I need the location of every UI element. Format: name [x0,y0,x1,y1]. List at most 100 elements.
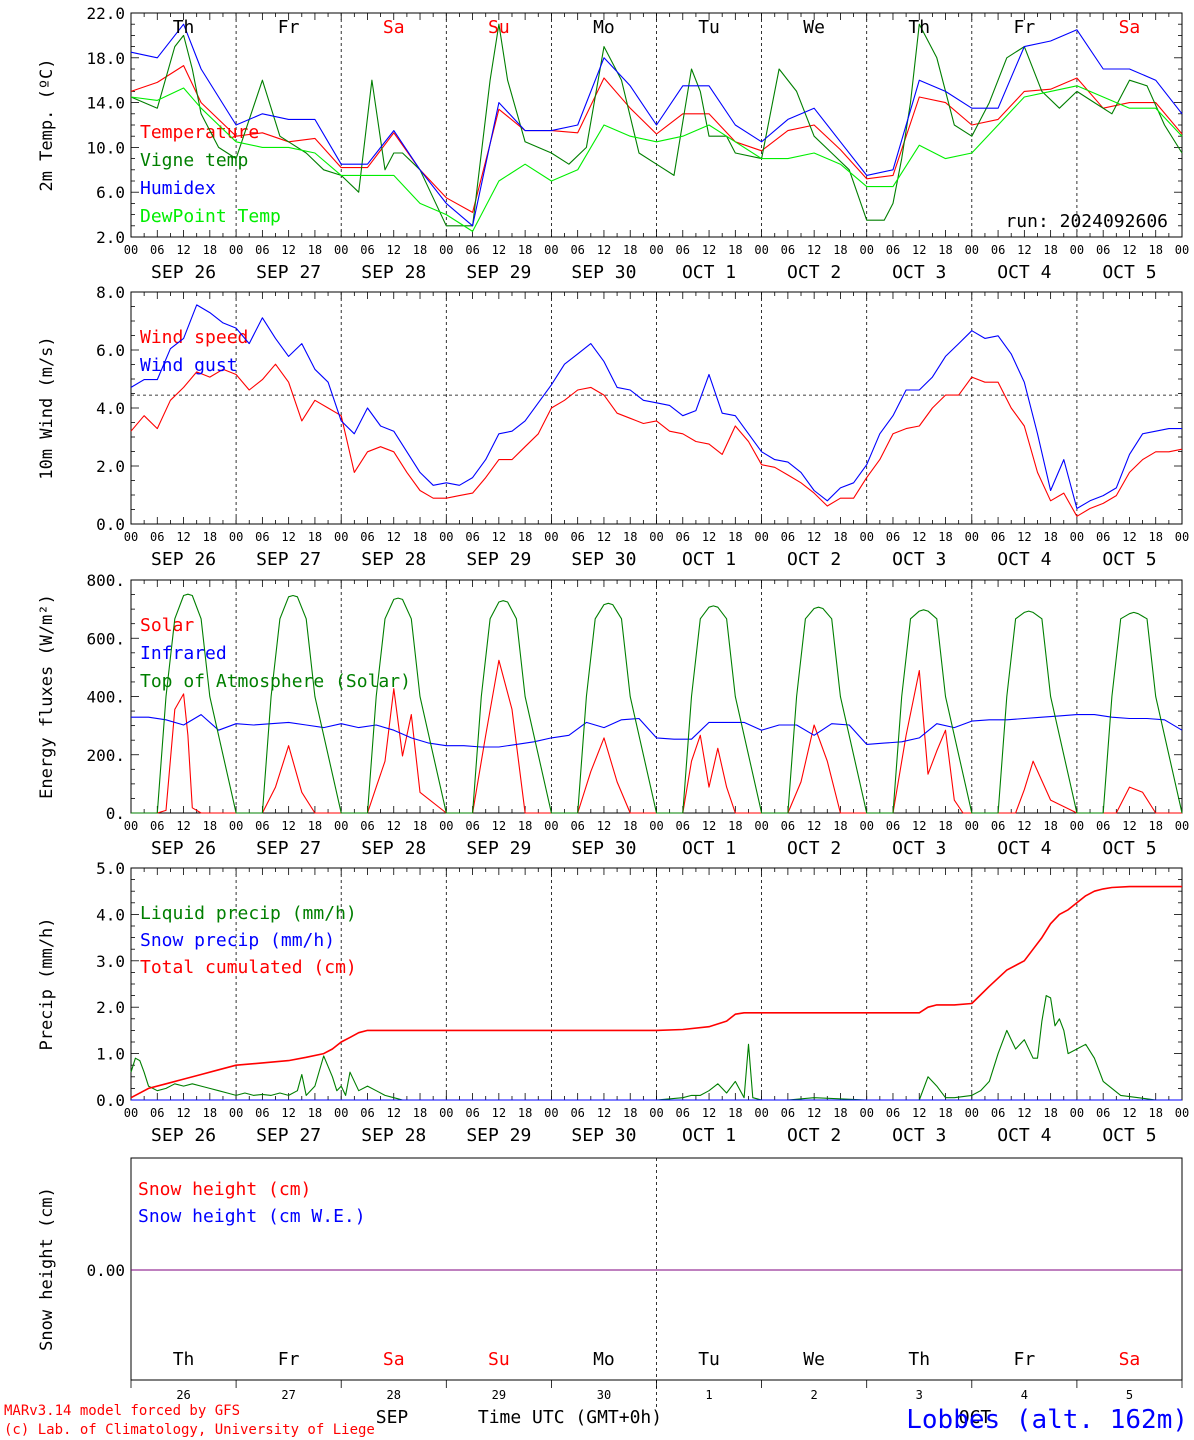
hour-tick-label: 00 [439,530,453,544]
series-line [130,23,1183,227]
weekday-label: Th [908,17,930,38]
weekday-label: Fr [278,1349,300,1370]
y-tick-label: 6.0 [96,183,125,202]
y-tick-label: 22.0 [86,4,125,23]
hour-tick-label: 06 [1096,1106,1110,1120]
y-axis-label: Snow height (cm) [37,1187,57,1351]
hour-tick-label: 00 [334,819,348,833]
hour-tick-label: 12 [912,243,926,257]
date-label: SEP 30 [571,549,636,570]
hour-tick-label: 00 [965,530,979,544]
hour-tick-label: 18 [1148,530,1162,544]
hour-tick-label: 18 [413,530,427,544]
date-label: SEP 29 [466,262,531,283]
hour-tick-label: 18 [413,243,427,257]
hour-tick-label: 00 [439,1106,453,1120]
hour-tick-label: 06 [150,530,164,544]
hour-tick-label: 00 [754,530,768,544]
hour-tick-label: 18 [308,1106,322,1120]
legend-entry: Liquid precip (mm/h) [140,903,357,924]
hour-tick-label: 06 [150,819,164,833]
date-label: SEP 27 [256,549,321,570]
hour-tick-label: 06 [360,819,374,833]
day-number-label: 5 [1126,1388,1133,1402]
hour-tick-label: 06 [255,819,269,833]
hour-tick-label: 18 [833,530,847,544]
y-tick-label: 2.0 [96,228,125,247]
hour-tick-label: 00 [649,819,663,833]
hour-tick-label: 00 [334,243,348,257]
y-axis-label: 10m Wind (m/s) [37,336,57,479]
date-label: SEP 30 [571,262,636,283]
hour-tick-label: 18 [518,530,532,544]
hour-tick-label: 00 [965,243,979,257]
date-label: OCT 2 [787,262,841,283]
y-tick-label: 4.0 [96,905,125,924]
legend-entry: DewPoint Temp [140,206,281,227]
legend-entry: Temperature [140,122,259,143]
series-line [131,593,1183,814]
hour-tick-label: 18 [413,819,427,833]
hour-tick-label: 06 [465,530,479,544]
series-line [130,363,1183,517]
legend-entry: Wind gust [140,355,238,376]
legend-entry: Snow height (cm) [138,1179,311,1200]
hour-tick-label: 12 [176,530,190,544]
hour-tick-label: 12 [597,1106,611,1120]
hour-tick-label: 06 [886,1106,900,1120]
hour-tick-label: 00 [544,819,558,833]
hour-tick-label: 00 [229,530,243,544]
y-axis-label: Energy fluxes (W/m²) [37,594,57,799]
series-line [130,304,1182,510]
date-label: SEP 30 [571,1125,636,1146]
date-label: SEP 27 [256,262,321,283]
hour-tick-label: 00 [649,1106,663,1120]
weekday-label: Fr [1014,17,1036,38]
hour-tick-label: 06 [676,530,690,544]
hour-tick-label: 18 [308,530,322,544]
hour-tick-label: 18 [203,1106,217,1120]
date-label: OCT 3 [892,838,946,859]
hour-tick-label: 00 [965,819,979,833]
weekday-label: Fr [278,17,300,38]
hour-tick-label: 06 [886,530,900,544]
legend-entry: Snow precip (mm/h) [140,930,335,951]
hour-tick-label: 12 [281,1106,295,1120]
hour-tick-label: 00 [754,819,768,833]
hour-tick-label: 06 [150,1106,164,1120]
hour-tick-label: 06 [991,243,1005,257]
hour-tick-label: 06 [255,530,269,544]
hour-tick-label: 18 [623,530,637,544]
hour-tick-label: 00 [965,1106,979,1120]
hour-tick-label: 18 [1148,1106,1162,1120]
date-label: OCT 3 [892,549,946,570]
legend-entry: Vigne temp [140,150,248,171]
hour-tick-label: 00 [754,243,768,257]
hour-tick-label: 18 [518,819,532,833]
hour-tick-label: 12 [1122,819,1136,833]
weekday-label: Th [908,1349,930,1370]
hour-tick-label: 06 [1096,530,1110,544]
hour-tick-label: 00 [544,530,558,544]
hour-tick-label: 00 [1175,530,1189,544]
hour-tick-label: 12 [597,243,611,257]
hour-tick-label: 12 [387,243,401,257]
hour-tick-label: 00 [229,1106,243,1120]
hour-tick-label: 06 [255,243,269,257]
series-line [130,23,1183,227]
hour-tick-label: 12 [281,819,295,833]
y-tick-label: 800. [86,571,125,590]
legend-entry: Solar [140,615,194,636]
legend-entry: Total cumulated (cm) [140,957,357,978]
hour-tick-label: 12 [281,243,295,257]
date-label: SEP 30 [571,838,636,859]
hour-tick-label: 00 [649,243,663,257]
date-label: SEP 29 [466,1125,531,1146]
series-line [130,65,1183,213]
hour-tick-label: 18 [1043,819,1057,833]
hour-tick-label: 00 [439,819,453,833]
hour-tick-label: 06 [676,1106,690,1120]
hour-tick-label: 12 [597,819,611,833]
hour-tick-label: 06 [465,1106,479,1120]
hour-tick-label: 00 [124,1106,138,1120]
